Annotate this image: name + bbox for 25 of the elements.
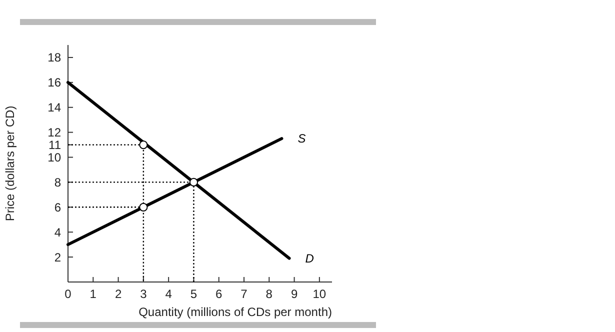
y-tick-label: 12 bbox=[48, 126, 62, 140]
series-label: D bbox=[305, 251, 314, 266]
y-axis-title: Price (dollars per CD) bbox=[3, 106, 17, 222]
y-tick-label: 8 bbox=[54, 175, 62, 190]
y-tick-label: 18 bbox=[48, 50, 62, 65]
series-label: S bbox=[298, 132, 306, 146]
x-tick-label: 0 bbox=[64, 287, 72, 301]
x-tick-label: 10 bbox=[312, 287, 326, 301]
x-tick-label: 7 bbox=[240, 287, 248, 301]
x-tick-label: 2 bbox=[114, 287, 122, 301]
x-tick-label: 3 bbox=[140, 287, 148, 301]
x-tick-label: 8 bbox=[266, 287, 273, 301]
y-tick-label: 6 bbox=[54, 200, 62, 214]
y-tick-label: 4 bbox=[54, 225, 62, 240]
x-tick-label: 9 bbox=[290, 287, 298, 301]
y-tick-label: 11 bbox=[48, 138, 62, 152]
x-axis-title: Quantity (millions of CDs per month) bbox=[138, 305, 332, 319]
y-tick-label: 10 bbox=[48, 150, 62, 164]
y-tick-label: 16 bbox=[48, 76, 62, 90]
x-tick-label: 5 bbox=[190, 287, 198, 301]
x-tick-label: 4 bbox=[165, 287, 172, 301]
x-tick-label: 1 bbox=[90, 287, 97, 301]
y-tick-label: 2 bbox=[54, 250, 62, 264]
x-tick-label: 6 bbox=[216, 287, 223, 301]
y-tick-label: 14 bbox=[48, 100, 62, 115]
